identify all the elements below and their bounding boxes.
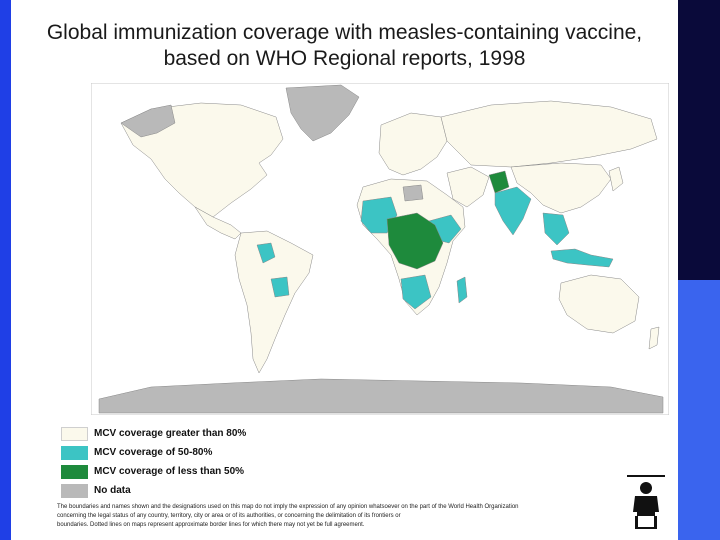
region-australia [558, 274, 640, 334]
legend-swatch-low [61, 464, 88, 479]
legend-label-low: MCV coverage of less than 50% [94, 466, 245, 477]
world-map-svg [91, 83, 669, 415]
region-africa-medium-south [400, 274, 432, 310]
disclaimer-line-3: boundaries. Dotted lines on maps represe… [57, 522, 365, 528]
legend-swatch-nodata [61, 483, 88, 498]
legend-row-low: MCV coverage of less than 50% [61, 462, 246, 481]
region-south-asia-low [488, 170, 510, 194]
legend-label-high: MCV coverage greater than 80% [94, 428, 247, 439]
region-south-america [234, 230, 314, 374]
region-south-america-medium-1 [256, 242, 276, 264]
region-antarctica [98, 378, 664, 414]
region-south-america-medium-2 [270, 276, 290, 298]
legend-row-medium: MCV coverage of 50-80% [61, 443, 246, 462]
world-map [91, 83, 669, 415]
region-japan [608, 166, 624, 192]
region-india [494, 186, 532, 236]
region-new-zealand [648, 326, 660, 350]
region-east-asia [510, 162, 612, 214]
legend-row-high: MCV coverage greater than 80% [61, 424, 246, 443]
legend-swatch-high [61, 426, 88, 441]
mother-child-logo-icon [623, 472, 669, 532]
disclaimer-line-1: The boundaries and names shown and the d… [57, 504, 519, 510]
disclaimer: The boundaries and names shown and the d… [57, 503, 617, 530]
region-greenland [285, 84, 360, 142]
slide: Global immunization coverage with measle… [11, 0, 678, 540]
legend-label-nodata: No data [94, 485, 131, 496]
title-line-1: Global immunization coverage with measle… [46, 21, 643, 44]
region-africa-low [386, 212, 444, 270]
slide-right-corner [678, 280, 720, 540]
disclaimer-line-2: concerning the legal status of any count… [57, 513, 401, 519]
slide-left-bar [0, 0, 11, 540]
legend: MCV coverage greater than 80% MCV covera… [61, 424, 246, 500]
region-africa-nodata [402, 184, 424, 202]
region-middle-east [446, 166, 490, 208]
region-north-america-nodata [120, 104, 176, 138]
region-madagascar [456, 276, 468, 304]
legend-row-nodata: No data [61, 481, 246, 500]
map-title: Global immunization coverage with measle… [11, 20, 678, 72]
region-southeast-asia [542, 212, 570, 246]
legend-label-medium: MCV coverage of 50-80% [94, 447, 213, 458]
title-line-2: based on WHO Regional reports, 1998 [163, 47, 526, 70]
region-central-america [194, 206, 242, 240]
region-indonesia [550, 248, 614, 268]
region-north-asia [440, 100, 658, 168]
region-europe [378, 112, 448, 176]
region-north-america [120, 102, 284, 218]
legend-swatch-medium [61, 445, 88, 460]
